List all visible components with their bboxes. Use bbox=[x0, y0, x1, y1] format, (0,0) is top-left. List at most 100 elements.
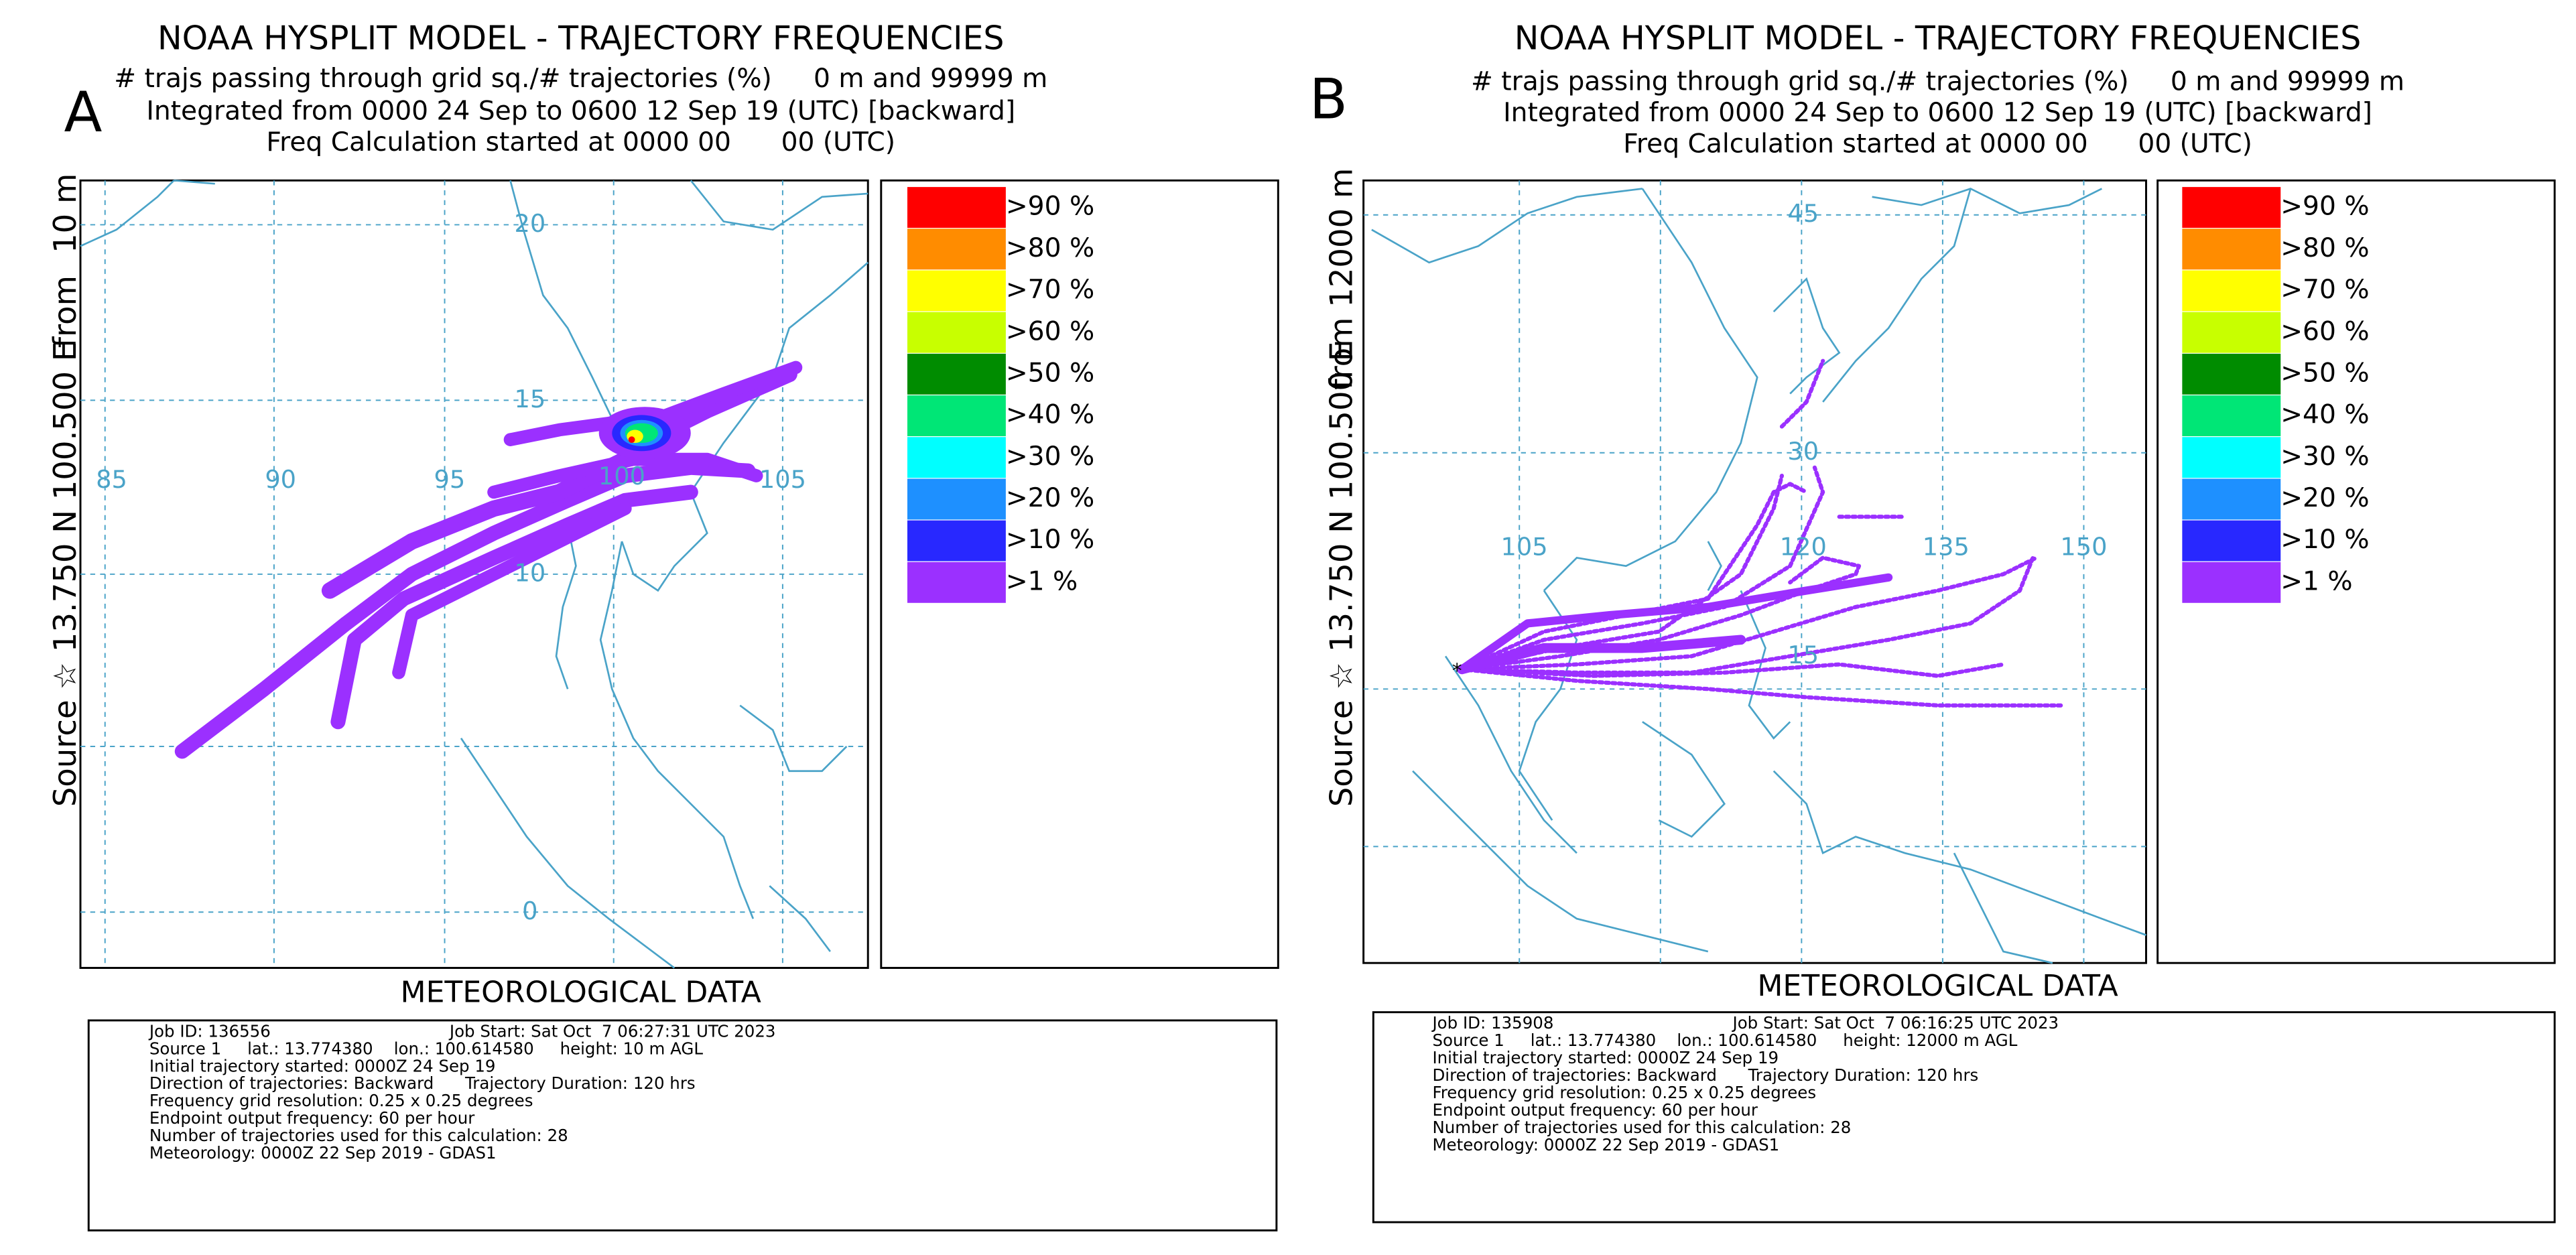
side-label: Source ☆ 13.750 N 100.500 E bbox=[47, 342, 83, 807]
footer-line: Source 1 lat.: 13.774380 lon.: 100.61458… bbox=[1432, 1031, 2017, 1050]
legend-swatch bbox=[907, 187, 1006, 228]
legend-swatch bbox=[2182, 228, 2281, 270]
side-label: Source ☆ 13.750 N 100.500 E bbox=[1324, 342, 1360, 807]
lon-label: 120 bbox=[1780, 532, 1827, 561]
footer-line: Source 1 lat.: 13.774380 lon.: 100.61458… bbox=[149, 1039, 704, 1058]
footer-line: Frequency grid resolution: 0.25 x 0.25 d… bbox=[149, 1091, 533, 1110]
lon-label: 135 bbox=[1923, 532, 1970, 561]
legend-swatch bbox=[907, 562, 1006, 603]
legend-swatch bbox=[2182, 187, 2281, 228]
coastline bbox=[1371, 188, 2146, 964]
lon-label: 85 bbox=[96, 465, 127, 494]
lon-label: 100 bbox=[598, 462, 645, 490]
legend-swatch bbox=[2182, 353, 2281, 395]
legend-swatch bbox=[907, 395, 1006, 437]
lon-label: 105 bbox=[1501, 532, 1548, 561]
side-label: 10 m bbox=[47, 174, 83, 253]
subtitle: Integrated from 0000 24 Sep to 0600 12 S… bbox=[1503, 98, 2372, 128]
legend-label: >20 % bbox=[1006, 483, 1094, 513]
legend-swatch bbox=[2182, 437, 2281, 478]
lat-label: 20 bbox=[514, 209, 545, 238]
legend-label: >10 % bbox=[1006, 525, 1094, 555]
subtitle: Freq Calculation started at 0000 00 00 (… bbox=[1623, 129, 2252, 159]
footer-line: Initial trajectory started: 0000Z 24 Sep… bbox=[149, 1056, 496, 1075]
legend-swatch bbox=[907, 270, 1006, 312]
trajectory-frequency bbox=[174, 360, 803, 759]
lon-label: 95 bbox=[434, 465, 466, 494]
legend-label: >50 % bbox=[1006, 358, 1094, 388]
legend-swatch bbox=[2182, 395, 2281, 437]
footer-line: Job ID: 135908 bbox=[1431, 1013, 1553, 1033]
footer-line: Job Start: Sat Oct 7 06:16:25 UTC 2023 bbox=[1732, 1013, 2059, 1033]
trajectories: * bbox=[1452, 358, 2063, 708]
lat-label: 15 bbox=[514, 385, 545, 413]
side-label: from 12000 m bbox=[1324, 168, 1360, 390]
legend-swatch bbox=[907, 478, 1006, 520]
legend-label: >40 % bbox=[2280, 400, 2369, 430]
map-a bbox=[79, 179, 869, 970]
legend-label: >90 % bbox=[2280, 192, 2369, 222]
footer-line: Job ID: 136556 bbox=[148, 1021, 271, 1041]
legend-label: >70 % bbox=[2280, 275, 2369, 305]
legend-swatch bbox=[907, 520, 1006, 562]
subtitle: Freq Calculation started at 0000 00 00 (… bbox=[266, 127, 895, 157]
lat-label: 10 bbox=[514, 558, 545, 587]
footer-line: Direction of trajectories: Backward Traj… bbox=[149, 1073, 696, 1093]
footer-title: METEOROLOGICAL DATA bbox=[401, 976, 761, 1010]
legend-swatch bbox=[2182, 270, 2281, 312]
legend-label: >80 % bbox=[2280, 233, 2369, 263]
legend-swatch bbox=[2182, 520, 2281, 562]
map-frame bbox=[1362, 179, 2147, 964]
legend-swatch bbox=[907, 312, 1006, 353]
map-b: * bbox=[1362, 179, 2147, 964]
legend-box bbox=[880, 179, 1279, 970]
title: NOAA HYSPLIT MODEL - TRAJECTORY FREQUENC… bbox=[157, 19, 1005, 57]
lat-label: 45 bbox=[1787, 199, 1819, 228]
legend-label: >1 % bbox=[2280, 566, 2352, 596]
footer-line: Frequency grid resolution: 0.25 x 0.25 d… bbox=[1432, 1083, 1816, 1102]
lat-label: 30 bbox=[1787, 437, 1819, 466]
legend-swatch bbox=[907, 228, 1006, 270]
legend-swatch bbox=[907, 353, 1006, 395]
lon-label: 105 bbox=[759, 465, 806, 494]
legend-box bbox=[2156, 179, 2556, 964]
lat-label: 15 bbox=[1787, 641, 1819, 669]
footer-line: Direction of trajectories: Backward Traj… bbox=[1432, 1065, 1978, 1085]
panel-letter: A bbox=[64, 80, 103, 145]
legend-label: >60 % bbox=[1006, 316, 1094, 346]
legend-label: >20 % bbox=[2280, 483, 2369, 513]
footer-title: METEOROLOGICAL DATA bbox=[1757, 969, 2118, 1003]
footer-line: Number of trajectories used for this cal… bbox=[1432, 1118, 1851, 1137]
legend-label: >70 % bbox=[1006, 275, 1094, 305]
footer-box bbox=[1372, 1011, 2556, 1224]
legend-swatch bbox=[2182, 478, 2281, 520]
legend-swatch bbox=[2182, 312, 2281, 353]
side-label: from bbox=[47, 275, 83, 348]
legend-label: >10 % bbox=[2280, 525, 2369, 555]
lat-label: 0 bbox=[522, 897, 537, 925]
panel-letter: B bbox=[1309, 66, 1348, 131]
lon-label: 150 bbox=[2060, 532, 2107, 561]
footer-box bbox=[87, 1019, 1278, 1232]
legend-swatch bbox=[907, 437, 1006, 478]
legend-label: >50 % bbox=[2280, 358, 2369, 388]
legend-label: >40 % bbox=[1006, 400, 1094, 430]
footer-line: Endpoint output frequency: 60 per hour bbox=[1432, 1100, 1758, 1120]
legend-label: >30 % bbox=[1006, 442, 1094, 472]
legend-label: >90 % bbox=[1006, 192, 1094, 222]
footer-line: Initial trajectory started: 0000Z 24 Sep… bbox=[1432, 1048, 1779, 1067]
subtitle: Integrated from 0000 24 Sep to 0600 12 S… bbox=[146, 96, 1015, 127]
footer-line: Meteorology: 0000Z 22 Sep 2019 - GDAS1 bbox=[149, 1143, 497, 1163]
legend-swatch bbox=[2182, 562, 2281, 603]
footer-line: Number of trajectories used for this cal… bbox=[149, 1126, 568, 1145]
footer-line: Job Start: Sat Oct 7 06:27:31 UTC 2023 bbox=[448, 1021, 776, 1041]
legend-label: >60 % bbox=[2280, 316, 2369, 346]
graticule bbox=[1363, 180, 2146, 964]
legend-label: >80 % bbox=[1006, 233, 1094, 263]
lon-label: 90 bbox=[265, 465, 296, 494]
title: NOAA HYSPLIT MODEL - TRAJECTORY FREQUENC… bbox=[1515, 19, 2362, 57]
subtitle: # trajs passing through grid sq./# traje… bbox=[114, 64, 1047, 94]
legend-label: >30 % bbox=[2280, 442, 2369, 472]
